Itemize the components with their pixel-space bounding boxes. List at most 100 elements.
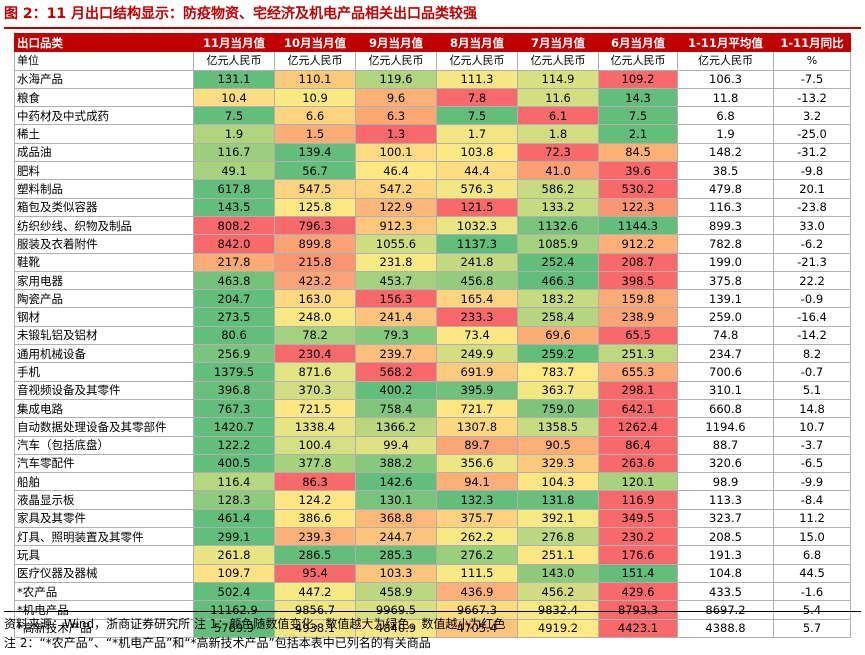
- monthly-value: 400.2: [355, 380, 437, 400]
- category-name: 成品油: [14, 142, 194, 163]
- monthly-value: 6.6: [274, 106, 356, 126]
- monthly-value: 73.4: [436, 325, 518, 346]
- table-row: 服装及衣着附件 842.0 899.8 1055.6 1137.3 1085.9 912.2…: [14, 234, 851, 254]
- table-row: 水海产品 131.1 110.1 119.6 111.3 114.9 109.2 106.3-…: [14, 69, 851, 89]
- category-name: 服装及衣着附件: [14, 234, 194, 254]
- category-name: 玩具: [14, 545, 194, 565]
- monthly-value: 871.6: [274, 362, 356, 382]
- yoy-value: 5.7: [773, 618, 851, 638]
- category-name: 钢材: [14, 307, 194, 327]
- monthly-value: 4938.1: [274, 618, 356, 638]
- monthly-value: 547.5: [274, 179, 356, 199]
- monthly-value: 783.7: [517, 362, 599, 382]
- table-row: 肥料 49.1 56.7 46.4 44.4 41.0 39.6 38.5 -9.8: [14, 161, 851, 181]
- average-value: 700.6: [677, 362, 774, 382]
- monthly-value: 1.5: [274, 124, 356, 144]
- category-name: *农产品: [14, 581, 194, 602]
- average-value: 1194.6: [677, 417, 774, 437]
- monthly-value: 103.8: [436, 142, 518, 163]
- monthly-value: 767.3: [193, 398, 275, 419]
- monthly-value: 139.4: [274, 142, 356, 163]
- category-name: 船舶: [14, 472, 194, 492]
- monthly-value: 11162.9: [193, 600, 275, 620]
- monthly-value: 1055.6: [355, 234, 437, 254]
- table-row: 稀土 1.9 1.5 1.3 1.7 1.8 2.1 1.9 -25.0: [14, 124, 851, 144]
- monthly-value: 10.4: [193, 87, 275, 108]
- monthly-value: 377.8: [274, 453, 356, 474]
- column-header: 8月当月值: [436, 32, 518, 53]
- monthly-value: 461.4: [193, 508, 275, 529]
- monthly-value: 233.3: [436, 307, 518, 327]
- yoy-value: 8.2: [773, 344, 851, 364]
- column-header: 11月当月值: [193, 32, 275, 53]
- monthly-value: 398.5: [598, 270, 678, 291]
- average-value: 323.7: [677, 508, 774, 529]
- monthly-value: 262.2: [436, 527, 518, 547]
- category-name: 家用电器: [14, 270, 194, 291]
- monthly-value: 1144.3: [598, 215, 678, 236]
- monthly-value: 286.5: [274, 545, 356, 565]
- monthly-value: 100.4: [274, 435, 356, 455]
- monthly-value: 215.8: [274, 252, 356, 272]
- average-value: 1.9: [677, 124, 774, 144]
- monthly-value: 94.1: [436, 472, 518, 492]
- table-row: 音视频设备及其零件 396.8 370.3 400.2 395.9 363.7 298.1 3…: [14, 380, 851, 400]
- unit-cell: 单位: [14, 51, 194, 71]
- monthly-value: 239.7: [355, 344, 437, 364]
- monthly-value: 436.9: [436, 581, 518, 602]
- category-name: 箱包及类似容器: [14, 197, 194, 217]
- monthly-value: 46.4: [355, 161, 437, 181]
- monthly-value: 1132.6: [517, 215, 599, 236]
- monthly-value: 241.8: [436, 252, 518, 272]
- yoy-value: -3.7: [773, 435, 851, 455]
- export-structure-table: 出口品类 11月当月值 10月当月值 9月当月值 8月当月值 7月当月值 6月当月值 1-11…: [14, 32, 851, 638]
- monthly-value: 109.2: [598, 69, 678, 89]
- monthly-value: 159.8: [598, 289, 678, 309]
- monthly-value: 458.9: [355, 581, 437, 602]
- yoy-value: 44.5: [773, 563, 851, 583]
- table-row: 箱包及类似容器 143.5 125.8 122.9 121.5 133.2 122.3 116…: [14, 197, 851, 217]
- monthly-value: 758.4: [355, 398, 437, 419]
- monthly-value: 100.1: [355, 142, 437, 163]
- average-value: 148.2: [677, 142, 774, 163]
- category-name: 粮食: [14, 87, 194, 108]
- header-row: 出口品类 11月当月值 10月当月值 9月当月值 8月当月值 7月当月值 6月当月值 1-11…: [14, 32, 851, 53]
- monthly-value: 721.7: [436, 398, 518, 419]
- table-row: 未锻轧铝及铝材 80.6 78.2 79.3 73.4 69.6 65.5 74.8 -14.2: [14, 325, 851, 346]
- category-name: 集成电路: [14, 398, 194, 419]
- average-value: 11.8: [677, 87, 774, 108]
- monthly-value: 251.3: [598, 344, 678, 364]
- monthly-value: 72.3: [517, 142, 599, 163]
- monthly-value: 133.2: [517, 197, 599, 217]
- monthly-value: 2.1: [598, 124, 678, 144]
- unit-cell: 亿元人民币: [193, 51, 275, 71]
- monthly-value: 375.7: [436, 508, 518, 529]
- monthly-value: 273.5: [193, 307, 275, 327]
- monthly-value: 131.1: [193, 69, 275, 89]
- monthly-value: 7.5: [436, 106, 518, 126]
- average-value: 106.3: [677, 69, 774, 89]
- unit-cell: 亿元人民币: [355, 51, 437, 71]
- monthly-value: 356.6: [436, 453, 518, 474]
- yoy-value: -23.8: [773, 197, 851, 217]
- yoy-value: 3.2: [773, 106, 851, 126]
- monthly-value: 116.4: [193, 472, 275, 492]
- monthly-value: 349.5: [598, 508, 678, 529]
- monthly-value: 78.2: [274, 325, 356, 346]
- monthly-value: 65.5: [598, 325, 678, 346]
- monthly-value: 388.2: [355, 453, 437, 474]
- monthly-value: 131.8: [517, 490, 599, 510]
- monthly-value: 183.2: [517, 289, 599, 309]
- monthly-value: 122.9: [355, 197, 437, 217]
- monthly-value: 1.8: [517, 124, 599, 144]
- monthly-value: 249.9: [436, 344, 518, 364]
- monthly-value: 119.6: [355, 69, 437, 89]
- average-value: 375.8: [677, 270, 774, 291]
- table-row: 汽车零配件 400.5 377.8 388.2 356.6 329.3 263.6 320.6…: [14, 453, 851, 474]
- category-name: 汽车零配件: [14, 453, 194, 474]
- table-row: 汽车（包括底盘） 122.2 100.4 99.4 89.7 90.5 86.4 88.7 -3…: [14, 435, 851, 455]
- average-value: 310.1: [677, 380, 774, 400]
- monthly-value: 808.2: [193, 215, 275, 236]
- monthly-value: 130.1: [355, 490, 437, 510]
- category-name: 塑料制品: [14, 179, 194, 199]
